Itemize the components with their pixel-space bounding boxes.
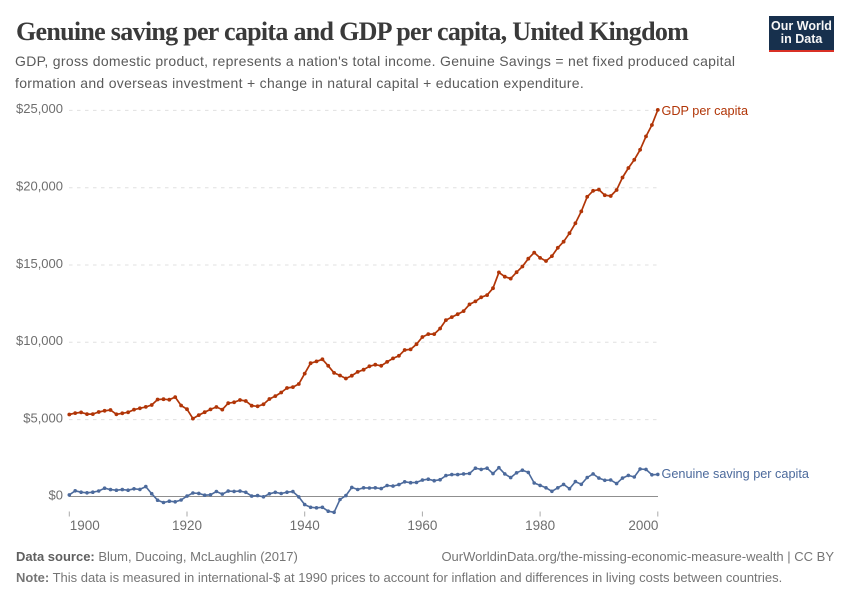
svg-text:$20,000: $20,000 [16,179,63,194]
svg-text:1960: 1960 [407,518,437,533]
svg-text:1920: 1920 [172,518,202,533]
svg-text:$15,000: $15,000 [16,256,63,271]
svg-text:1940: 1940 [290,518,320,533]
svg-text:$25,000: $25,000 [16,101,63,116]
svg-text:$0: $0 [49,488,63,503]
svg-text:1900: 1900 [70,518,100,533]
svg-text:$10,000: $10,000 [16,333,63,348]
svg-text:1980: 1980 [525,518,555,533]
svg-text:GDP per capita: GDP per capita [662,104,749,118]
svg-text:2000: 2000 [628,518,658,533]
svg-text:$5,000: $5,000 [23,410,63,425]
svg-text:Genuine saving per capita: Genuine saving per capita [662,467,810,481]
